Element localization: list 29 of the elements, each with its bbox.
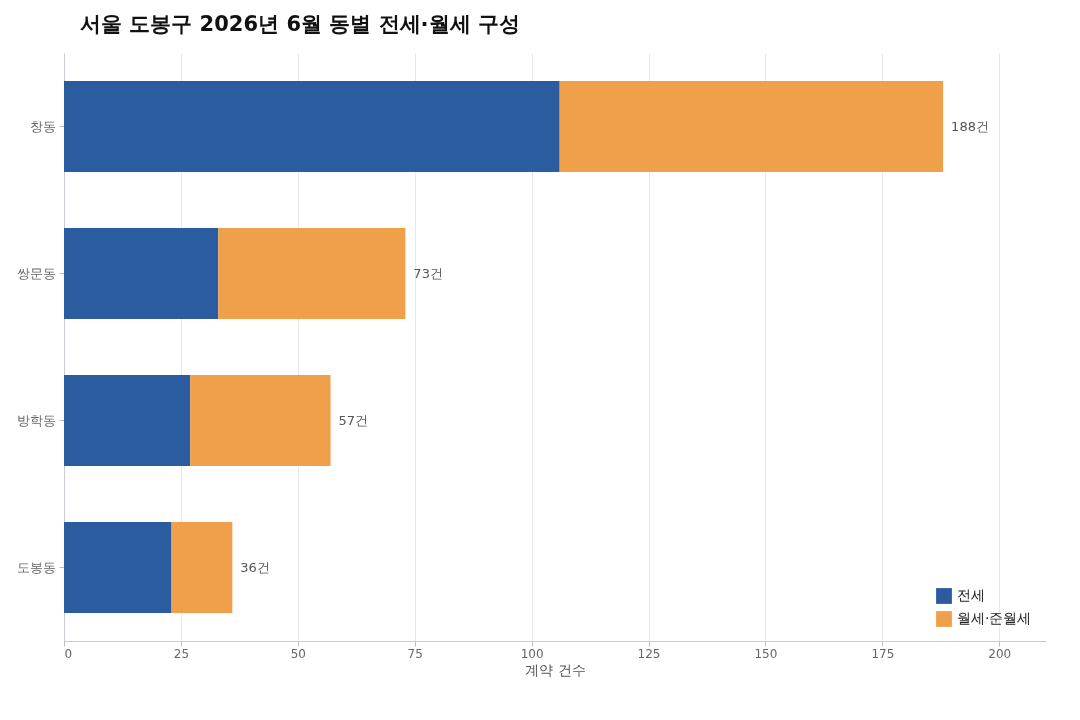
total-label: 36건 [240, 559, 270, 575]
bar [64, 374, 191, 467]
x-tick-label: 75 [407, 646, 423, 661]
legend-label: 월세·준월세 [957, 610, 1032, 626]
bar [64, 80, 560, 173]
legend-label: 전세 [957, 587, 985, 603]
bar [64, 521, 172, 614]
chart-title: 서울 도봉구 2026년 6월 동별 전세·월세 구성 [80, 12, 520, 36]
x-tick-label: 100 [520, 646, 544, 661]
total-label: 57건 [338, 412, 369, 428]
bar [218, 227, 406, 320]
x-axis-title: 계약 건수 [525, 661, 586, 678]
bar [559, 80, 944, 173]
y-tick-label: 창동 [29, 118, 56, 134]
total-label: 73건 [413, 265, 443, 281]
y-tick-label: 쌍문동 [16, 265, 56, 281]
y-tick-label: 도봉동 [16, 559, 56, 575]
x-tick-label: 50 [290, 646, 306, 661]
x-tick-label: 25 [173, 646, 190, 661]
x-tick-label: 150 [754, 646, 778, 661]
y-tick-label: 방학동 [16, 412, 56, 428]
bar [171, 521, 233, 614]
total-label: 188건 [951, 118, 989, 134]
x-tick-label: 175 [871, 646, 895, 661]
x-tick-label: 200 [988, 646, 1012, 661]
bar [64, 227, 219, 320]
x-tick-label: 0 [64, 646, 73, 661]
x-tick-label: 125 [637, 646, 661, 661]
bar [190, 374, 331, 467]
